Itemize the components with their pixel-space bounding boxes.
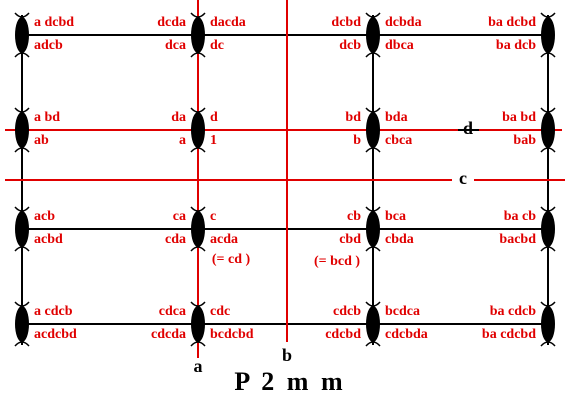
motif	[15, 112, 29, 148]
motif-hook	[540, 12, 556, 58]
node-label: dcb	[339, 38, 361, 53]
node-label: bacbd	[499, 232, 536, 247]
node-label: cbda	[385, 232, 414, 247]
motif-hook	[14, 12, 30, 58]
node-label: acb	[34, 209, 55, 224]
motif	[366, 306, 380, 342]
axis-label: c	[459, 168, 467, 188]
node-label: bca	[385, 209, 406, 224]
motif-hook	[190, 12, 206, 58]
motif-hook	[365, 206, 381, 252]
motif-hook	[365, 107, 381, 153]
node-label: dcda	[157, 15, 186, 30]
motif	[15, 306, 29, 342]
motif-hook	[365, 12, 381, 58]
node-label: bd	[345, 110, 361, 125]
node-label: bab	[513, 133, 536, 148]
node-label: cdcbda	[385, 327, 428, 342]
motif	[15, 17, 29, 53]
note: (= bcd )	[314, 254, 360, 269]
motif	[191, 17, 205, 53]
node-label: dbca	[385, 38, 414, 53]
motif	[191, 211, 205, 247]
motif-hook	[540, 301, 556, 347]
axis-label: a	[194, 356, 203, 376]
motif-hook	[540, 206, 556, 252]
motif	[15, 211, 29, 247]
motif	[541, 17, 555, 53]
node-label: cbca	[385, 133, 412, 148]
node-label: cdcda	[151, 327, 186, 342]
node-label: dc	[210, 38, 224, 53]
mirror-lines	[5, 0, 565, 358]
node-label: da	[171, 110, 186, 125]
node-label: dca	[165, 38, 186, 53]
node-label: bda	[385, 110, 408, 125]
motif	[191, 112, 205, 148]
node-label: ba bd	[502, 110, 536, 125]
motif	[191, 306, 205, 342]
node-label: ba dcb	[496, 38, 536, 53]
node-label: a cdcb	[34, 304, 73, 319]
node-label: a	[179, 133, 186, 148]
node-label: cda	[165, 232, 186, 247]
node-label: cdca	[159, 304, 186, 319]
node-label: ca	[173, 209, 186, 224]
node-label: ba cdcbd	[482, 327, 536, 342]
node-label: ba dcbd	[488, 15, 536, 30]
motif	[366, 17, 380, 53]
node-label: dcbda	[385, 15, 422, 30]
node-label: cbd	[339, 232, 361, 247]
title: P 2 m m	[234, 367, 345, 396]
motif-hook	[14, 206, 30, 252]
node-label: bcdcbd	[210, 327, 254, 342]
node-label: b	[353, 133, 361, 148]
node-label: acdcbd	[34, 327, 77, 342]
node-label: d	[210, 110, 218, 125]
motif	[541, 306, 555, 342]
motif	[541, 211, 555, 247]
node-label: cdcbd	[325, 327, 361, 342]
motif-hook	[190, 301, 206, 347]
motif-hook	[190, 107, 206, 153]
node-label: dcbd	[331, 15, 361, 30]
axis-label: b	[282, 345, 292, 365]
motif	[366, 211, 380, 247]
note: (= cd )	[212, 252, 251, 267]
node-label: bcdca	[385, 304, 420, 319]
node-label: adcb	[34, 38, 63, 53]
node-label: c	[210, 209, 216, 224]
motif	[366, 112, 380, 148]
motif-hook	[540, 107, 556, 153]
node-label: acda	[210, 232, 238, 247]
motif-hook	[14, 301, 30, 347]
node-label: a dcbd	[34, 15, 74, 30]
node-label: acbd	[34, 232, 63, 247]
motif-hook	[14, 107, 30, 153]
node-label: ba cb	[504, 209, 537, 224]
node-label: dacda	[210, 15, 246, 30]
node-label: ba cdcb	[490, 304, 537, 319]
node-label: 1	[210, 133, 217, 148]
node-label: cdc	[210, 304, 230, 319]
node-label: a bd	[34, 110, 60, 125]
axis-label: d	[463, 118, 473, 138]
node-label: ab	[34, 133, 49, 148]
motif	[541, 112, 555, 148]
node-label: cb	[347, 209, 361, 224]
motif-hook	[190, 206, 206, 252]
motif-hook	[365, 301, 381, 347]
node-label: cdcb	[333, 304, 361, 319]
